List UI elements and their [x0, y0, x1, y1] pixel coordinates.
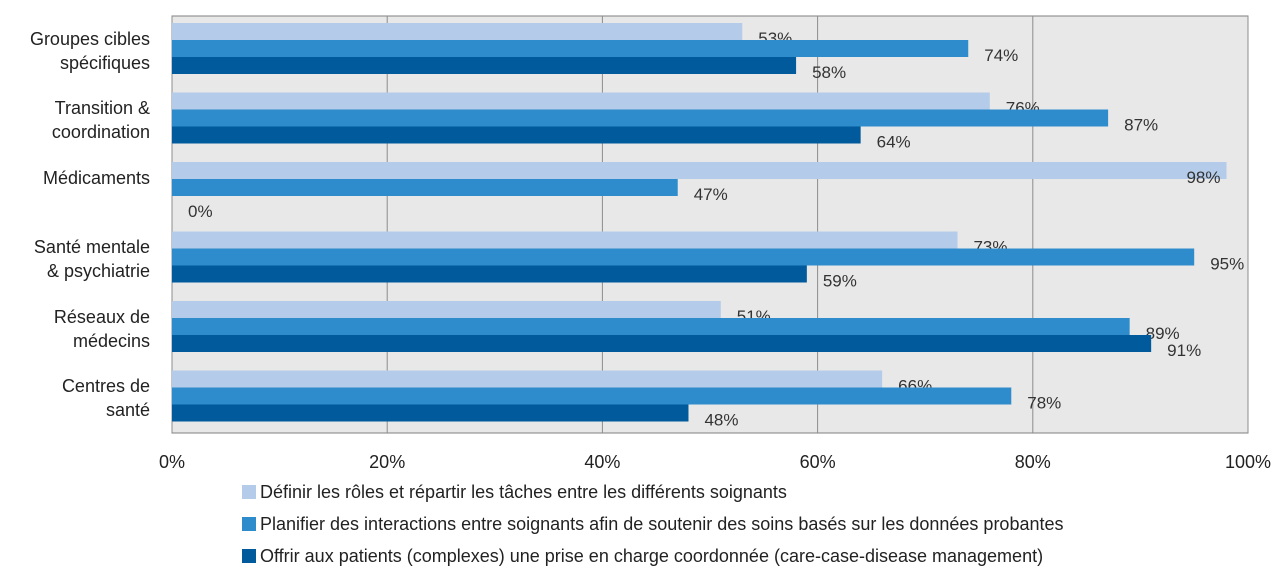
bar: [172, 301, 721, 318]
data-label: 87%: [1124, 115, 1158, 134]
x-tick-label: 40%: [584, 452, 620, 472]
bar: [172, 23, 743, 40]
bar: [172, 179, 678, 196]
bar: [172, 57, 797, 74]
category-label: Centres de santé: [61, 376, 150, 421]
bar: [172, 40, 969, 57]
data-label: 89%: [1146, 324, 1180, 343]
data-label: 74%: [984, 46, 1018, 65]
bar: [172, 126, 861, 144]
bar: [172, 370, 883, 388]
data-label: 91%: [1167, 341, 1201, 360]
category-label: Médicaments: [42, 167, 150, 188]
bar: [172, 318, 1130, 335]
bar: [172, 92, 990, 110]
data-label: 48%: [704, 410, 738, 429]
category-label: Santé mentale & psychiatrie: [33, 237, 150, 282]
x-tick-label: 20%: [369, 452, 405, 472]
bar: [172, 335, 1152, 352]
legend-entry: Offrir aux patients (complexes) une pris…: [242, 546, 1043, 567]
bar: [172, 248, 1195, 266]
bar: [172, 231, 958, 249]
legend-swatch: [242, 517, 256, 531]
x-tick-label: 0%: [159, 452, 185, 472]
x-tick-label: 100%: [1225, 452, 1271, 472]
legend-swatch: [242, 485, 256, 499]
legend-label: Offrir aux patients (complexes) une pris…: [260, 546, 1044, 566]
x-tick-label: 60%: [800, 452, 836, 472]
data-label: 0%: [188, 202, 213, 221]
bar: [172, 109, 1109, 127]
category-label: Transition & coordination: [51, 98, 150, 143]
legend-entry: Définir les rôles et répartir les tâches…: [242, 482, 787, 503]
data-label: 78%: [1027, 393, 1061, 412]
category-label: Réseaux de médecins: [53, 306, 150, 351]
data-label: 98%: [1186, 168, 1220, 187]
legend-entry: Planifier des interactions entre soignan…: [242, 514, 1064, 535]
bar: [172, 387, 1012, 405]
data-label: 47%: [694, 185, 728, 204]
data-label: 95%: [1210, 254, 1244, 273]
bar: [172, 162, 1227, 179]
legend-label: Définir les rôles et répartir les tâches…: [260, 482, 787, 502]
data-label: 59%: [823, 271, 857, 290]
legend-swatch: [242, 549, 256, 563]
legend-label: Planifier des interactions entre soignan…: [260, 514, 1064, 534]
category-label: Groupes cibles spécifiques: [29, 28, 150, 73]
x-tick-label: 80%: [1015, 452, 1051, 472]
data-label: 58%: [812, 63, 846, 82]
bar: [172, 265, 807, 283]
bar: [172, 404, 689, 422]
data-label: 64%: [877, 132, 911, 151]
plot-area: [171, 15, 1249, 434]
